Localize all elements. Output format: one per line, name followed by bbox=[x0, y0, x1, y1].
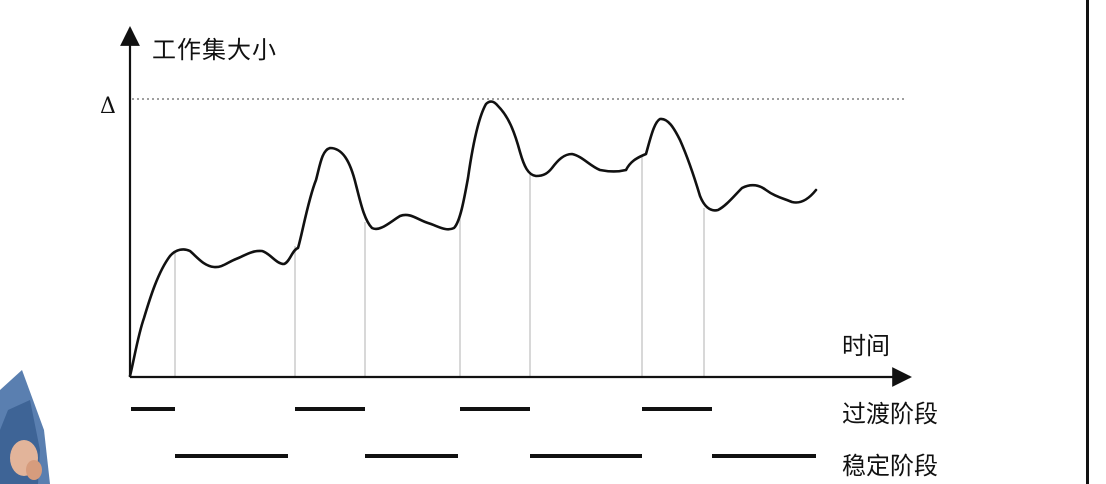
peak-marker-label: Δ bbox=[100, 94, 116, 119]
window-right-edge bbox=[1086, 0, 1106, 484]
legend-stable-label: 稳定阶段 bbox=[842, 452, 938, 480]
legend-transition-label: 过渡阶段 bbox=[842, 400, 938, 428]
x-axis-label: 时间 bbox=[842, 332, 890, 360]
y-axis-label: 工作集大小 bbox=[152, 36, 277, 64]
phase-separators bbox=[174, 156, 705, 376]
working-set-curve bbox=[128, 100, 818, 378]
presenter-video-corner bbox=[0, 370, 60, 484]
